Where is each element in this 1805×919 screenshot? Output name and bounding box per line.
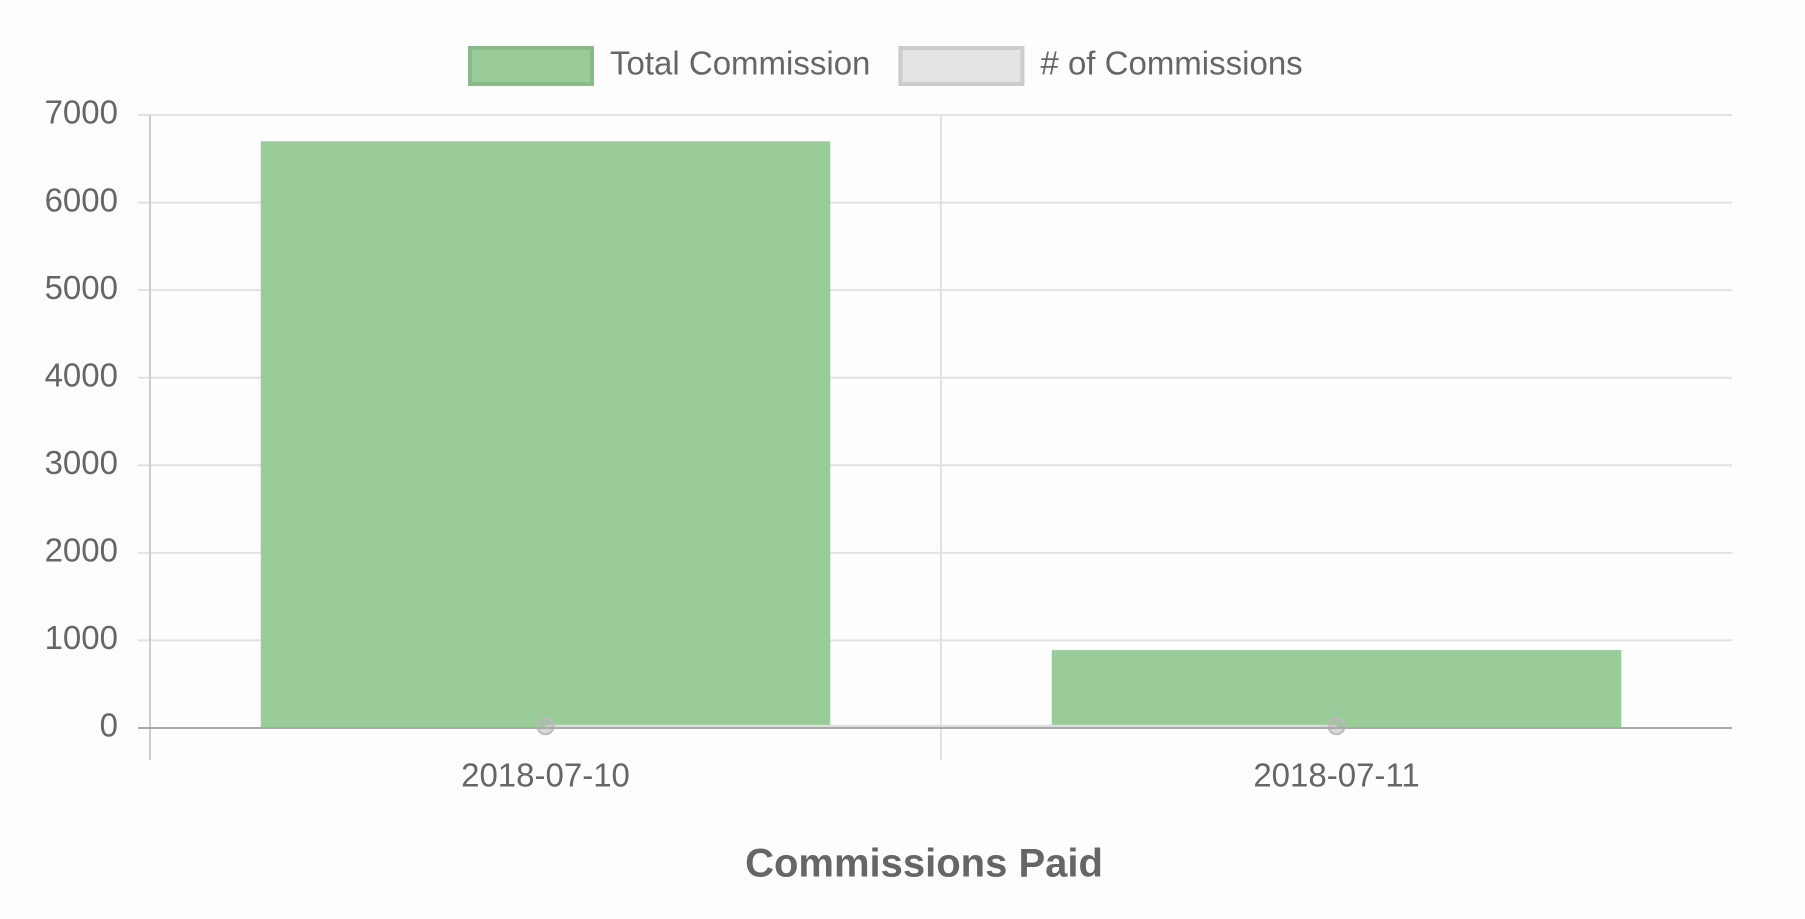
y-tick-label: 1000 [45,619,118,656]
y-tick-label: 0 [100,707,118,744]
legend-swatch [898,46,1025,86]
y-tick-label: 5000 [45,269,118,306]
y-tick-label: 4000 [45,356,118,393]
x-axis-title: Commissions Paid [745,842,1103,886]
x-tick-label: 2018-07-11 [1253,757,1419,794]
y-tick-label: 2000 [45,532,118,569]
line-point [536,717,555,736]
y-tick-label: 6000 [45,181,118,218]
bar [260,141,831,728]
y-tick-label: 3000 [45,444,118,481]
y-tick-label: 7000 [45,94,118,131]
legend-swatch [468,46,594,86]
legend-label: Total Commission [610,45,870,82]
bar [1051,650,1622,728]
line-point [1327,717,1346,736]
x-tick-label: 2018-07-10 [461,757,630,794]
legend-label: # of Commissions [1040,45,1302,82]
